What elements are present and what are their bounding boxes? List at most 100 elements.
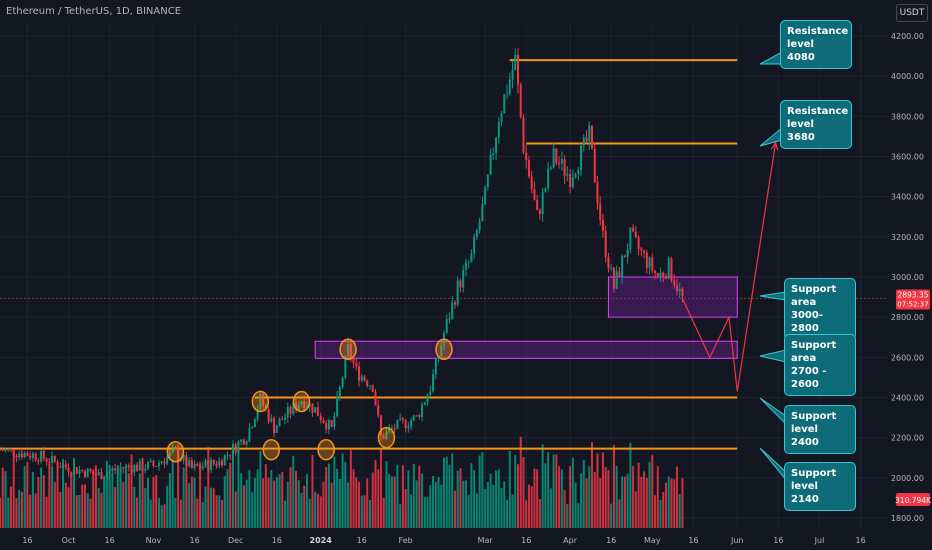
time-tick-label: 16 [773, 536, 783, 545]
candle-body [322, 420, 325, 423]
candle-body [571, 177, 574, 188]
projection-path[interactable] [681, 140, 779, 392]
candle-body [456, 280, 459, 305]
volume-bar [440, 484, 443, 528]
candle-body [670, 258, 673, 281]
candle-body [566, 174, 569, 176]
candle-body [212, 459, 215, 464]
candle-body [374, 391, 377, 406]
candle-body [295, 402, 297, 410]
volume-bar [297, 480, 300, 528]
candle-body [662, 272, 665, 277]
candle-body [218, 460, 221, 466]
candle-body [275, 426, 278, 433]
volume-bar [393, 476, 396, 528]
volume-bar [673, 479, 676, 528]
candle-body [659, 272, 662, 278]
candle-body [654, 270, 657, 273]
candle-body [377, 405, 380, 416]
volume-bar [514, 455, 517, 528]
volume-bar [103, 477, 106, 528]
volume-bar [9, 486, 12, 528]
callout-support-area-1[interactable]: Support area 3000- 2800 [784, 278, 856, 340]
callout-support-2140[interactable]: Support level 2140 [784, 462, 856, 511]
volume-bar [166, 485, 169, 528]
callout-support-2400[interactable]: Support level 2400 [784, 405, 856, 454]
volume-bar [73, 458, 75, 528]
volume-bar [563, 490, 566, 528]
volume-bar [541, 444, 544, 528]
candle-body [591, 125, 593, 149]
candle-body [569, 174, 572, 188]
candle-body [552, 148, 555, 168]
volume-bar [445, 456, 448, 528]
support-zones[interactable] [314, 276, 738, 359]
volume-tag-value: 310.794K [895, 496, 932, 505]
volume-bar [171, 459, 174, 528]
volume-bar [51, 466, 54, 528]
volume-bar [229, 462, 232, 528]
callout-resistance-3680[interactable]: Resistance level 3680 [780, 100, 852, 149]
touch-markers [166, 338, 453, 463]
candle-body [199, 465, 202, 469]
volume-bar [410, 494, 413, 528]
price-axis[interactable]: 1800.00 2000.00 2200.00 2400.00 2600.00 2800.… [891, 32, 924, 523]
volume-bar [681, 478, 684, 528]
volume-bar [634, 491, 637, 528]
callout-pointer [759, 447, 787, 482]
time-tick-label: Nov [146, 536, 162, 545]
volume-bar [404, 489, 407, 528]
callout-resistance-4080[interactable]: Resistance level 4080 [780, 20, 852, 69]
volume-bar [23, 466, 26, 528]
candle-body [67, 467, 70, 473]
volume-bar [177, 444, 180, 528]
candle-body [500, 113, 503, 123]
candle-body [580, 145, 583, 170]
callout-support-area-2[interactable]: Support area 2700 - 2600 [784, 334, 856, 396]
horizontal-levels[interactable] [0, 59, 888, 450]
volume-bar [45, 496, 48, 528]
volume-bar [53, 482, 56, 528]
volume-bar [574, 482, 577, 528]
volume-bar [525, 500, 528, 528]
volume-bar [305, 474, 308, 528]
volume-bar [352, 469, 355, 528]
candle-body [262, 393, 265, 406]
volume-bar [174, 498, 177, 528]
currency-button[interactable]: USDT [896, 4, 928, 22]
time-axis[interactable]: 16 Oct 16 Nov 16 Dec 16 2024 16 Feb Mar 16 Apr 16 May 1… [22, 536, 865, 545]
candle-body [130, 467, 133, 473]
candle-body [667, 258, 670, 279]
candle-body [404, 419, 407, 429]
candle-body [108, 470, 111, 473]
volume-bar [665, 482, 667, 528]
candle-body [83, 471, 86, 477]
volume-bar [615, 466, 618, 528]
volume-bar [544, 463, 547, 528]
volume-bar [495, 470, 498, 528]
candle-body [355, 363, 358, 367]
candle-body [618, 271, 621, 277]
volume-bar [289, 467, 292, 528]
candle-body [163, 461, 166, 464]
volume-bar [322, 481, 325, 528]
candle-body [629, 227, 632, 250]
candle-body [341, 377, 344, 387]
time-tick-label: 16 [22, 536, 32, 545]
callout-pointer [759, 397, 787, 426]
candle-body [292, 402, 295, 414]
price-tick-label: 1800.00 [891, 514, 924, 523]
volume-bar [659, 499, 662, 528]
zone-rect [607, 276, 738, 318]
candle-body [122, 467, 125, 469]
candle-body [12, 449, 15, 456]
volume-bar [300, 492, 303, 528]
candle-body [599, 203, 602, 220]
volume-bar [344, 461, 347, 528]
candle-body [0, 449, 1, 451]
candle-body [182, 454, 185, 461]
candle-body [637, 237, 640, 249]
volume-bar [295, 470, 297, 528]
